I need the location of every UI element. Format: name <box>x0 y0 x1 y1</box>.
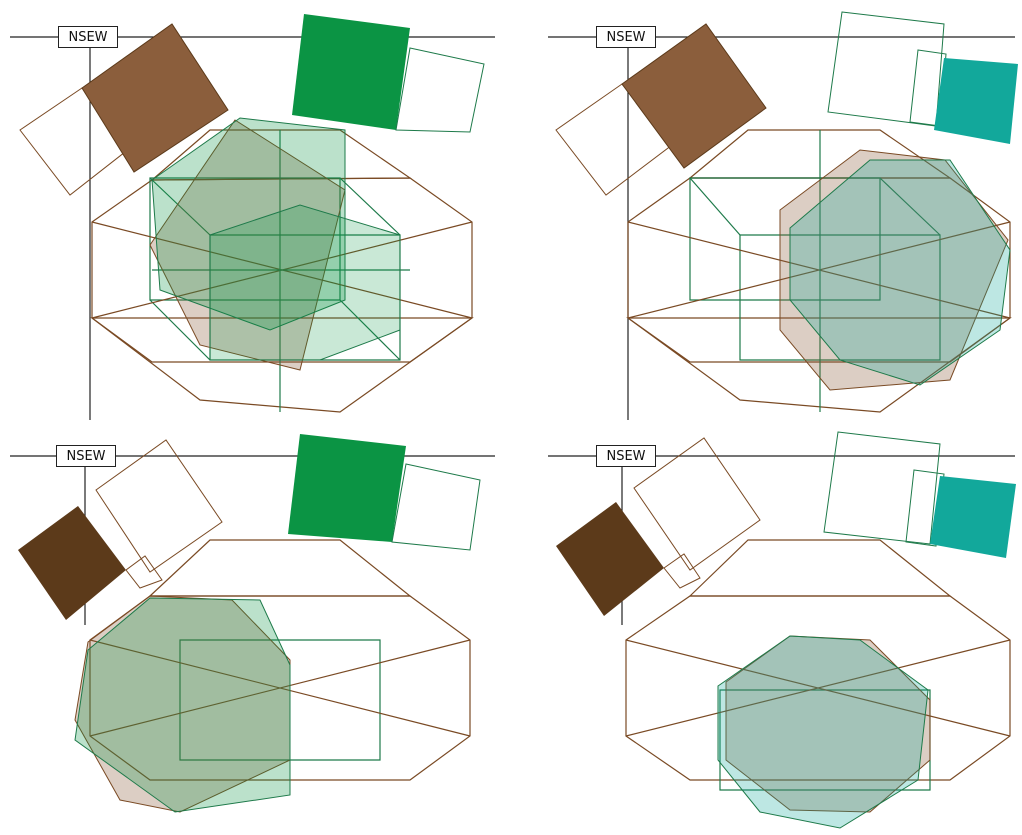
outline-square-right <box>391 463 481 551</box>
compass-label-top-left: NSEW <box>58 26 118 48</box>
dark-brown-square <box>556 502 664 616</box>
translucent-teal-face <box>789 159 1011 386</box>
outline-square-small <box>663 553 701 589</box>
outline-square-mid <box>905 469 945 547</box>
brown-square <box>621 23 767 169</box>
outline-square-right <box>395 47 485 133</box>
translucent-green-face <box>74 597 291 813</box>
wireframe <box>625 539 1011 791</box>
outline-square-top <box>823 431 941 545</box>
teal-square <box>934 58 1018 144</box>
compass-label-bottom-right: NSEW <box>596 445 656 467</box>
outline-square-small <box>125 555 163 589</box>
brown-square <box>81 23 229 173</box>
wireframe <box>89 539 471 781</box>
compass-label-top-right: NSEW <box>596 26 656 48</box>
wireframe <box>90 129 474 413</box>
translucent-brown-face <box>779 149 1009 391</box>
outline-square-large <box>633 437 761 571</box>
dark-brown-square <box>18 506 126 620</box>
wireframe <box>626 129 1012 413</box>
panel-bottom-left <box>10 434 495 813</box>
panel-bottom-right <box>548 431 1016 829</box>
panel-top-right <box>548 11 1018 420</box>
outline-square-large <box>95 439 223 573</box>
outline-square-top <box>827 11 945 127</box>
translucent-brown-face <box>149 119 346 371</box>
translucent-green-face-2 <box>209 204 401 361</box>
translucent-teal-face <box>717 635 929 829</box>
teal-square <box>930 476 1016 558</box>
green-square <box>288 434 406 542</box>
compass-label-bottom-left: NSEW <box>56 445 116 467</box>
green-square <box>292 14 410 130</box>
translucent-green-face <box>151 117 346 331</box>
panel-top-left <box>10 14 495 420</box>
